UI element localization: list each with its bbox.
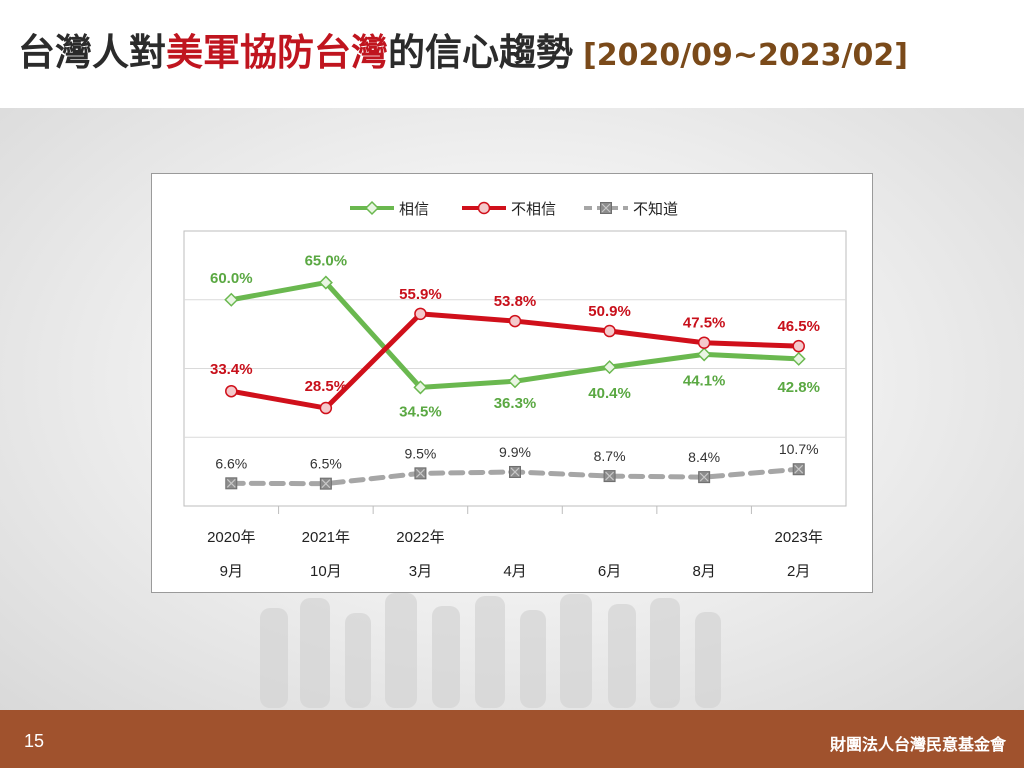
chart-legend: 相信 不相信 不知道: [350, 200, 678, 218]
data-point-distrust: [697, 336, 711, 349]
legend-label-trust: 相信: [399, 201, 429, 218]
data-label-distrust: 50.9%: [588, 303, 631, 320]
data-label-trust: 60.0%: [210, 270, 253, 287]
data-point-trust: [697, 347, 712, 362]
data-point-unknown-cross: [794, 464, 804, 474]
data-point-distrust: [508, 314, 522, 328]
data-point-unknown-cross: [605, 471, 614, 481]
chart-frame: 相信 不相信 不知道 60.0% 65.0% 34.5% 36.3% 40.4% 44.1% 4…: [151, 173, 873, 593]
x-tick-label-month: 10月: [310, 563, 342, 580]
x-tick-label-year: 2023年: [775, 529, 823, 546]
x-tick-label-month: 6月: [598, 563, 621, 580]
data-point-distrust: [792, 339, 805, 353]
data-point-unknown-cross: [510, 467, 520, 477]
title-part-3: 的信心趨勢: [388, 31, 573, 74]
legend-marker-unknown-cross: [601, 203, 611, 213]
data-point-unknown-cross: [321, 479, 331, 489]
data-label-distrust: 55.9%: [399, 286, 442, 303]
page-number: 15: [24, 731, 45, 751]
x-tick-label-month: 3月: [409, 563, 432, 580]
legend-label-unknown: 不知道: [633, 201, 678, 218]
series-unknown: 6.6% 6.5% 9.5% 9.9% 8.7% 8.4% 10.7%: [215, 441, 819, 490]
data-point-distrust: [319, 401, 333, 415]
data-point-trust: [791, 351, 806, 366]
x-tick-label-year: 2020年: [207, 529, 255, 546]
data-label-trust: 40.4%: [588, 385, 631, 402]
line-chart: 相信 不相信 不知道 60.0% 65.0% 34.5% 36.3% 40.4% 44.1% 4…: [183, 200, 847, 580]
data-label-unknown: 6.6%: [215, 455, 247, 471]
x-tick-label-month: 4月: [503, 563, 526, 580]
data-label-unknown: 6.5%: [310, 456, 342, 472]
crowd-silhouette-watermark: [260, 593, 721, 708]
series-trust: 60.0% 65.0% 34.5% 36.3% 40.4% 44.1% 42.8%: [210, 253, 820, 421]
data-point-trust: [507, 374, 523, 389]
x-tick-label-month: 8月: [692, 563, 715, 580]
title-part-1: 台灣人對: [18, 31, 166, 74]
organization-name: 財團法人台灣民意基金會: [829, 735, 1006, 754]
x-tick-label-month: 9月: [220, 563, 243, 580]
data-point-trust: [602, 360, 617, 375]
x-tick-label-month: 2月: [787, 563, 810, 580]
data-label-unknown: 9.5%: [404, 445, 436, 461]
data-label-unknown: 8.7%: [594, 448, 626, 464]
page-title: 台灣人對美軍協防台灣的信心趨勢 [2020/09~2023/02]: [18, 22, 908, 76]
legend-marker-distrust: [477, 201, 491, 215]
data-point-trust: [413, 380, 428, 395]
data-label-distrust: 53.8%: [494, 293, 537, 310]
x-tick-label-year: 2021年: [302, 529, 350, 546]
data-label-distrust: 28.5%: [305, 378, 348, 395]
data-point-distrust: [414, 307, 427, 321]
data-point-distrust: [603, 324, 616, 338]
legend-label-distrust: 不相信: [511, 201, 556, 218]
data-label-trust: 36.3%: [494, 395, 537, 412]
data-point-trust: [224, 292, 239, 307]
data-label-trust: 42.8%: [777, 379, 820, 396]
title-bar: 台灣人對美軍協防台灣的信心趨勢 [2020/09~2023/02]: [0, 0, 1024, 108]
data-label-distrust: 33.4%: [210, 361, 253, 378]
plot-area: 60.0%65.0%34.5% 36.3%40.4%44.1% 42.8%33.4%…: [183, 230, 847, 507]
data-label-trust: 65.0%: [305, 253, 348, 270]
x-axis: 2020年 9月 2021年 10月 2022年 3月 4月 6月 8月 2023年 2月: [207, 506, 823, 580]
footer-bar: [0, 710, 1024, 768]
data-label-unknown: 10.7%: [779, 441, 819, 457]
data-point-unknown-cross: [226, 478, 236, 488]
data-label-distrust: 46.5%: [777, 318, 820, 335]
data-label-unknown: 9.9%: [499, 444, 531, 460]
data-point-trust: [318, 275, 333, 290]
data-label-trust: 34.5%: [399, 403, 442, 420]
data-label-distrust: 47.5%: [683, 315, 726, 332]
data-point-unknown-cross: [416, 468, 425, 478]
title-date-range: [2020/09~2023/02]: [583, 38, 908, 73]
data-label-trust: 44.1%: [683, 372, 726, 389]
title-highlight: 美軍協防台灣: [166, 31, 388, 74]
data-point-distrust: [225, 384, 238, 398]
data-label-unknown: 8.4%: [688, 449, 720, 465]
legend-marker-trust: [364, 200, 380, 216]
series-distrust: 33.4% 28.5% 55.9% 53.8% 50.9% 47.5% 46.5%: [210, 286, 820, 415]
data-point-unknown-cross: [699, 472, 709, 482]
x-tick-label-year: 2022年: [396, 529, 444, 546]
